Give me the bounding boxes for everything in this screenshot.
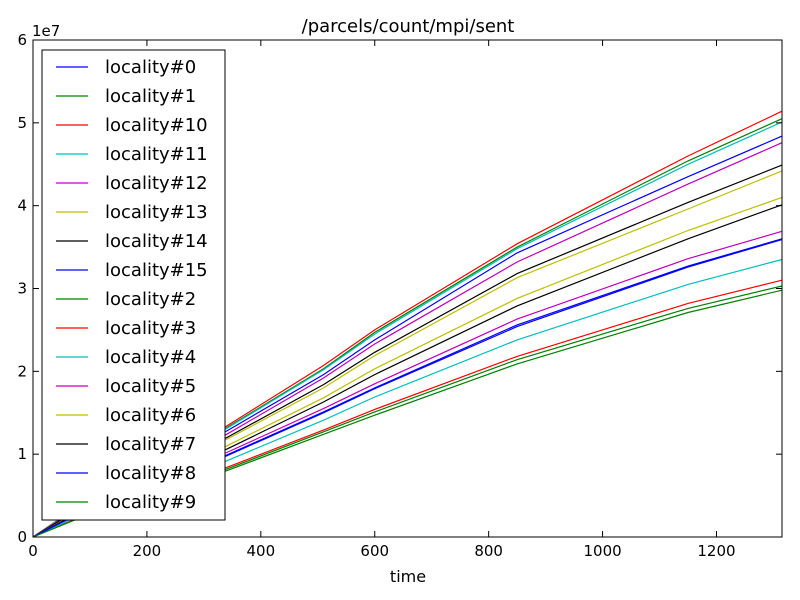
x-tick-label: 800 (474, 542, 503, 560)
y-tick-label: 5 (17, 114, 27, 132)
legend-item: locality#4 (56, 347, 196, 368)
legend-label: locality#10 (105, 115, 208, 136)
legend-item: locality#7 (56, 434, 196, 455)
legend-item: locality#8 (56, 463, 196, 484)
legend-label: locality#3 (105, 318, 196, 339)
legend-item: locality#10 (56, 115, 208, 136)
legend-item: locality#15 (56, 260, 208, 281)
x-axis-label: time (390, 567, 426, 586)
legend-item: locality#6 (56, 405, 196, 426)
legend-label: locality#12 (105, 173, 208, 194)
legend-item: locality#5 (56, 376, 196, 397)
legend-item: locality#1 (56, 86, 196, 107)
y-tick-label: 6 (17, 31, 27, 49)
legend-label: locality#14 (105, 231, 208, 252)
legend-item: locality#11 (56, 144, 208, 165)
legend-item: locality#12 (56, 173, 208, 194)
x-tick-label: 0 (28, 542, 38, 560)
legend-label: locality#13 (105, 202, 208, 223)
legend-item: locality#14 (56, 231, 208, 252)
x-tick-label: 400 (247, 542, 276, 560)
legend-label: locality#7 (105, 434, 196, 455)
x-tick-label: 200 (133, 542, 162, 560)
legend-label: locality#5 (105, 376, 196, 397)
legend-item: locality#13 (56, 202, 208, 223)
x-tick-label: 1200 (697, 542, 735, 560)
legend-item: locality#2 (56, 289, 196, 310)
y-tick-label: 2 (17, 362, 27, 380)
legend: locality#0 locality#1 locality#10 locality#… (41, 49, 226, 521)
y-axis: 0 1 2 3 4 5 6 (17, 31, 782, 546)
y-tick-label: 4 (17, 197, 27, 215)
legend-label: locality#9 (105, 492, 196, 513)
legend-item: locality#3 (56, 318, 196, 339)
chart-title: /parcels/count/mpi/sent (302, 16, 515, 37)
x-tick-label: 600 (360, 542, 389, 560)
y-tick-label: 0 (17, 528, 27, 546)
y-multiplier-label: 1e7 (32, 22, 60, 40)
legend-frame (41, 49, 226, 521)
legend-item: locality#0 (56, 57, 196, 78)
legend-label: locality#8 (105, 463, 196, 484)
legend-label: locality#11 (105, 144, 208, 165)
legend-label: locality#0 (105, 57, 196, 78)
y-tick-label: 1 (17, 445, 27, 463)
legend-label: locality#1 (105, 86, 196, 107)
x-tick-label: 1000 (583, 542, 621, 560)
legend-item: locality#9 (56, 492, 196, 513)
legend-label: locality#4 (105, 347, 196, 368)
legend-label: locality#15 (105, 260, 208, 281)
y-tick-label: 3 (17, 280, 27, 298)
x-axis: 0 200 400 600 800 1000 1200 (28, 40, 736, 560)
legend-label: locality#6 (105, 405, 196, 426)
legend-label: locality#2 (105, 289, 196, 310)
